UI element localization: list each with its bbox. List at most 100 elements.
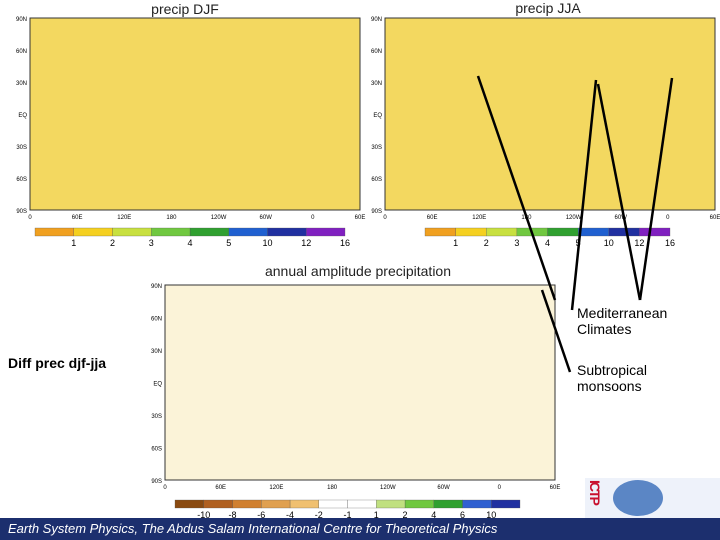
colorbar-swatch — [289, 499, 319, 509]
lon-label: 60E — [215, 485, 226, 491]
lat-label: 30S — [371, 145, 382, 151]
lon-label: 0 — [498, 485, 502, 491]
colorbar-swatch — [608, 227, 640, 237]
lon-label: 120W — [566, 215, 582, 221]
lon-label: 120E — [269, 485, 283, 491]
lon-label: 0 — [383, 215, 387, 221]
colorbar-swatch — [547, 227, 579, 237]
lon-label: 0 — [666, 215, 670, 221]
colorbar-label: 4 — [431, 510, 436, 520]
colorbar-label: 1 — [453, 238, 458, 248]
lat-label: EQ — [373, 113, 382, 119]
diff-label: Diff prec djf-jja — [8, 355, 107, 371]
colorbar-label: 3 — [149, 238, 154, 248]
colorbar-label: 1 — [71, 238, 76, 248]
lon-label: 120E — [117, 215, 131, 221]
colorbar-swatch — [577, 227, 609, 237]
colorbar-label: 2 — [110, 238, 115, 248]
lon-label: 120W — [380, 485, 396, 491]
colorbar-label: -4 — [286, 510, 294, 520]
colorbar-swatch — [189, 227, 229, 237]
lon-label: 60W — [615, 215, 628, 221]
colorbar-swatch — [433, 499, 463, 509]
colorbar-label: -2 — [315, 510, 323, 520]
logo-box: ICTP — [585, 478, 720, 518]
colorbar-swatch — [112, 227, 152, 237]
map — [29, 17, 361, 211]
lat-label: 30S — [151, 414, 162, 420]
colorbar-swatch — [203, 499, 233, 509]
colorbar-label: -1 — [343, 510, 351, 520]
colorbar-label: 3 — [514, 238, 519, 248]
logo-text: ICTP — [587, 480, 603, 504]
colorbar-label: 2 — [402, 510, 407, 520]
mediterranean-label: Mediterranean Climates — [577, 305, 668, 337]
panel-title: precip JJA — [515, 0, 581, 16]
map — [164, 284, 556, 481]
lon-label: 60W — [437, 485, 450, 491]
colorbar-label: 12 — [301, 238, 311, 248]
colorbar-swatch — [232, 499, 262, 509]
colorbar-swatch — [228, 227, 268, 237]
map — [384, 17, 716, 211]
lat-label: EQ — [153, 382, 162, 388]
colorbar-swatch — [306, 227, 346, 237]
arrows — [476, 75, 674, 373]
lat-label: 90S — [16, 209, 27, 215]
lon-label: 180 — [166, 215, 177, 221]
lat-label: 60N — [151, 317, 162, 323]
lon-label: 0 — [163, 485, 167, 491]
lon-label: 60W — [260, 215, 273, 221]
colorbar-swatch — [347, 499, 377, 509]
colorbar-label: 2 — [484, 238, 489, 248]
colorbar-label: 4 — [187, 238, 192, 248]
colorbar-swatch — [267, 227, 307, 237]
lon-label: 120E — [472, 215, 486, 221]
colorbar-swatch — [455, 227, 487, 237]
colorbar-label: 10 — [604, 238, 614, 248]
colorbar-label: 10 — [262, 238, 272, 248]
colorbar-label: 5 — [226, 238, 231, 248]
lat-label: 90N — [16, 17, 27, 23]
lat-label: 60S — [16, 177, 27, 183]
lat-label: 60S — [151, 447, 162, 453]
lat-label: 90N — [371, 17, 382, 23]
lat-label: 60N — [16, 49, 27, 55]
lon-label: 0 — [28, 215, 32, 221]
panel-title: precip DJF — [151, 1, 219, 17]
lat-label: 30S — [16, 145, 27, 151]
colorbar-swatch — [261, 499, 291, 509]
lat-label: 30N — [371, 81, 382, 87]
globe — [613, 480, 663, 516]
colorbar-swatch — [639, 227, 671, 237]
colorbar-label: 12 — [634, 238, 644, 248]
colorbar-label: 6 — [460, 510, 465, 520]
footer: Earth System Physics, The Abdus Salam In… — [0, 518, 720, 540]
panel-title: annual amplitude precipitation — [265, 263, 451, 279]
lon-label: 180 — [327, 485, 338, 491]
colorbar-swatch — [151, 227, 191, 237]
lon-label: 60E — [550, 485, 561, 491]
colorbar-label: 16 — [340, 238, 350, 248]
colorbar-swatch — [462, 499, 492, 509]
colorbar-label: -10 — [197, 510, 210, 520]
colorbar-swatch — [174, 499, 204, 509]
lon-label: 60E — [355, 215, 366, 221]
lon-label: 60E — [710, 215, 720, 221]
lat-label: 60S — [371, 177, 382, 183]
lat-label: 30N — [16, 81, 27, 87]
colorbar-swatch — [424, 227, 456, 237]
lon-label: 60E — [427, 215, 438, 221]
colorbar-swatch — [491, 499, 521, 509]
lat-label: 90S — [371, 209, 382, 215]
colorbar-label: -6 — [257, 510, 265, 520]
colorbar-label: 1 — [374, 510, 379, 520]
subtropical-label: Subtropical monsoons — [577, 362, 648, 394]
colorbar-swatch — [34, 227, 74, 237]
lat-label: 90N — [151, 284, 162, 290]
colorbar-label: 16 — [665, 238, 675, 248]
colorbar-label: 10 — [486, 510, 496, 520]
colorbar-swatch — [486, 227, 518, 237]
lat-label: 30N — [151, 349, 162, 355]
